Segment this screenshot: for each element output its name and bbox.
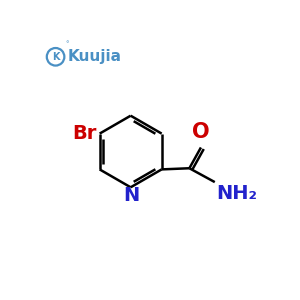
Text: NH₂: NH₂ <box>217 184 258 203</box>
Text: °: ° <box>65 41 68 47</box>
Text: O: O <box>192 122 210 142</box>
Text: K: K <box>52 52 59 62</box>
Text: N: N <box>124 186 140 205</box>
Text: Kuujia: Kuujia <box>68 49 122 64</box>
Text: Br: Br <box>73 124 97 143</box>
